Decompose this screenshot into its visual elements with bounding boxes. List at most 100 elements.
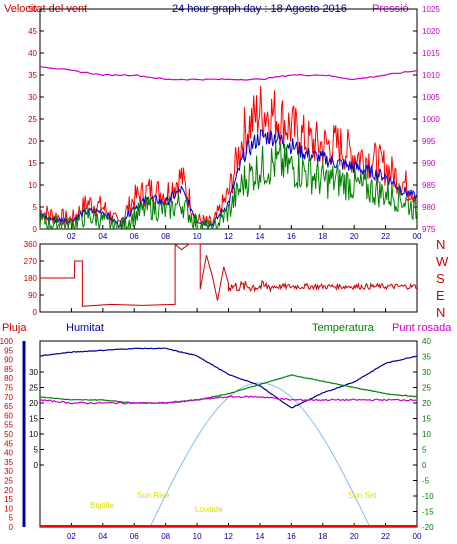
pressure-ytick-label: 1000 xyxy=(422,115,440,124)
direction-ytick-label: 270 xyxy=(24,257,38,266)
temp-right-ytick-label: 35 xyxy=(422,353,431,362)
rain-ytick-label: 90 xyxy=(4,356,13,365)
wind-xtick-label: 22 xyxy=(381,232,390,241)
wind-speed-line xyxy=(39,86,418,229)
compass-letters: N W S E N xyxy=(436,237,449,320)
temp-right-ytick-label: -5 xyxy=(422,477,430,486)
temp-right-ytick-label: 0 xyxy=(422,461,427,470)
wind-xtick-label: 00 xyxy=(413,232,422,241)
temp-right-ytick-label: 20 xyxy=(422,399,431,408)
wind-ytick-label: 40 xyxy=(28,49,37,58)
direction-ytick-label: 90 xyxy=(28,291,37,300)
temp-right-ytick-label: -15 xyxy=(422,508,434,517)
hum-xtick-label: 10 xyxy=(193,532,202,541)
hum-xtick-label: 22 xyxy=(381,532,390,541)
humidity-line xyxy=(39,347,418,409)
temp-left-ytick-label: 30 xyxy=(29,368,38,377)
wind-ytick-label: 45 xyxy=(28,27,37,36)
pressure-ytick-label: 1020 xyxy=(422,27,440,36)
wind-ytick-label: 20 xyxy=(28,137,37,146)
wind-direction-line xyxy=(40,242,418,307)
rain-ytick-label: 40 xyxy=(4,449,13,458)
solar-radiation-line xyxy=(149,382,371,528)
temp-right-ytick-label: 5 xyxy=(422,446,427,455)
annotation-lowtide: Lowtide xyxy=(195,505,223,514)
hum-xtick-label: 12 xyxy=(224,532,233,541)
pressure-ytick-label: 1015 xyxy=(422,49,440,58)
pressure-ytick-label: 975 xyxy=(422,225,436,234)
rain-ytick-label: 95 xyxy=(4,346,13,355)
rain-ytick-label: 60 xyxy=(4,411,13,420)
hum-xtick-label: 02 xyxy=(67,532,76,541)
rain-ytick-label: 25 xyxy=(4,477,13,486)
wind-xtick-label: 10 xyxy=(193,232,202,241)
rain-ytick-label: 50 xyxy=(4,430,13,439)
hum-xtick-label: 00 xyxy=(413,532,422,541)
rain-ytick-label: 70 xyxy=(4,393,13,402)
direction-ytick-label: 0 xyxy=(33,308,38,317)
rain-ytick-label: 5 xyxy=(9,514,14,523)
pressure-line xyxy=(39,66,418,81)
wind-xtick-label: 04 xyxy=(98,232,107,241)
wind-xtick-label: 02 xyxy=(67,232,76,241)
pressure-ytick-label: 995 xyxy=(422,137,436,146)
hum-xtick-label: 14 xyxy=(255,532,264,541)
dewpoint-label: Punt rosada xyxy=(392,322,452,334)
rain-ytick-label: 55 xyxy=(4,421,13,430)
rain-ytick-label: 0 xyxy=(9,523,14,532)
rain-ytick-label: 65 xyxy=(4,402,13,411)
annotation-bigtitle: Bigtitle xyxy=(90,501,115,510)
rain-ytick-label: 45 xyxy=(4,439,13,448)
temp-left-ytick-label: 25 xyxy=(29,384,38,393)
wind-xtick-label: 08 xyxy=(161,232,170,241)
compass-letter-n-top: N xyxy=(436,237,445,252)
temp-left-ytick-label: 10 xyxy=(29,430,38,439)
wind-ytick-label: 35 xyxy=(28,71,37,80)
wind-ytick-label: 10 xyxy=(28,181,37,190)
rain-ytick-label: 10 xyxy=(4,504,13,513)
hum-xtick-label: 06 xyxy=(130,532,139,541)
hum-xtick-label: 08 xyxy=(161,532,170,541)
pressure-ytick-label: 985 xyxy=(422,181,436,190)
direction-ytick-label: 360 xyxy=(24,240,38,249)
temperature-label: Temperatura xyxy=(312,322,375,334)
temp-right-ytick-label: 15 xyxy=(422,415,431,424)
wind-ytick-label: 50 xyxy=(28,5,37,14)
wind-ytick-label: 5 xyxy=(33,203,38,212)
rain-ytick-label: 80 xyxy=(4,374,13,383)
wind-xtick-label: 16 xyxy=(287,232,296,241)
wind-ytick-label: 15 xyxy=(28,159,37,168)
wind-ytick-label: 25 xyxy=(28,115,37,124)
temp-left-ytick-label: 15 xyxy=(29,415,38,424)
compass-letter-w: W xyxy=(436,254,449,269)
temp-left-ytick-label: 0 xyxy=(34,461,39,470)
rain-ytick-label: 75 xyxy=(4,384,13,393)
temperature-line xyxy=(39,374,418,404)
wind-gust-line xyxy=(39,143,418,231)
pressure-ytick-label: 990 xyxy=(422,159,436,168)
temp-right-ytick-label: -10 xyxy=(422,492,434,501)
annotation-sun-set: Sun Set xyxy=(348,491,377,500)
rain-ytick-label: 35 xyxy=(4,458,13,467)
direction-ytick-label: 180 xyxy=(24,274,38,283)
wind-average-line xyxy=(39,129,418,228)
pressure-ytick-label: 1010 xyxy=(422,71,440,80)
rain-ytick-label: 15 xyxy=(4,495,13,504)
temp-right-ytick-label: 30 xyxy=(422,368,431,377)
wind-xtick-label: 12 xyxy=(224,232,233,241)
wind-xtick-label: 14 xyxy=(255,232,264,241)
compass-letter-n-bottom: N xyxy=(436,305,445,320)
hum-xtick-label: 20 xyxy=(350,532,359,541)
pressure-ytick-label: 980 xyxy=(422,203,436,212)
temp-left-ytick-label: 20 xyxy=(29,399,38,408)
pressure-ytick-label: 1025 xyxy=(422,5,440,14)
humidity-label: Humitat xyxy=(66,322,104,334)
temp-right-ytick-label: 40 xyxy=(422,337,431,346)
hum-xtick-label: 16 xyxy=(287,532,296,541)
rain-ytick-label: 85 xyxy=(4,365,13,374)
rain-ytick-label: 20 xyxy=(4,486,13,495)
